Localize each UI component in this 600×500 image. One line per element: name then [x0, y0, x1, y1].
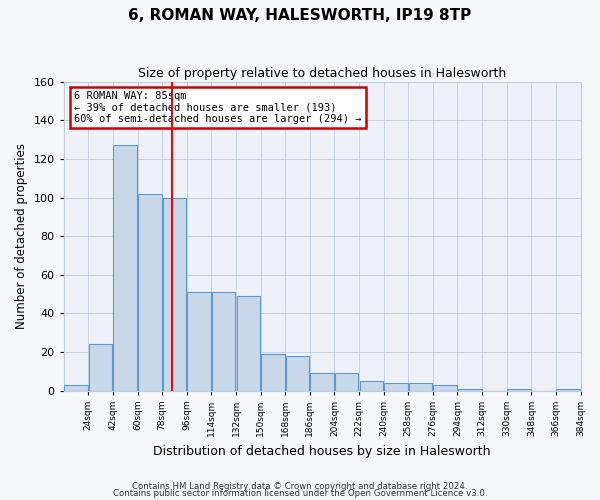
- Bar: [409, 383, 432, 391]
- X-axis label: Distribution of detached houses by size in Halesworth: Distribution of detached houses by size …: [154, 444, 491, 458]
- Text: Contains HM Land Registry data © Crown copyright and database right 2024.: Contains HM Land Registry data © Crown c…: [132, 482, 468, 491]
- Bar: [236, 296, 260, 391]
- Bar: [310, 374, 334, 391]
- Bar: [556, 389, 580, 391]
- Bar: [261, 354, 284, 391]
- Text: Contains public sector information licensed under the Open Government Licence v3: Contains public sector information licen…: [113, 490, 487, 498]
- Bar: [64, 385, 88, 391]
- Bar: [286, 356, 309, 391]
- Bar: [507, 389, 531, 391]
- Bar: [138, 194, 161, 391]
- Bar: [163, 198, 186, 391]
- Bar: [433, 385, 457, 391]
- Bar: [89, 344, 112, 391]
- Bar: [384, 383, 407, 391]
- Bar: [212, 292, 235, 391]
- Bar: [335, 374, 358, 391]
- Bar: [187, 292, 211, 391]
- Bar: [458, 389, 482, 391]
- Text: 6 ROMAN WAY: 85sqm
← 39% of detached houses are smaller (193)
60% of semi-detach: 6 ROMAN WAY: 85sqm ← 39% of detached hou…: [74, 91, 362, 124]
- Text: 6, ROMAN WAY, HALESWORTH, IP19 8TP: 6, ROMAN WAY, HALESWORTH, IP19 8TP: [128, 8, 472, 22]
- Bar: [113, 146, 137, 391]
- Y-axis label: Number of detached properties: Number of detached properties: [15, 143, 28, 329]
- Title: Size of property relative to detached houses in Halesworth: Size of property relative to detached ho…: [138, 68, 506, 80]
- Bar: [359, 381, 383, 391]
